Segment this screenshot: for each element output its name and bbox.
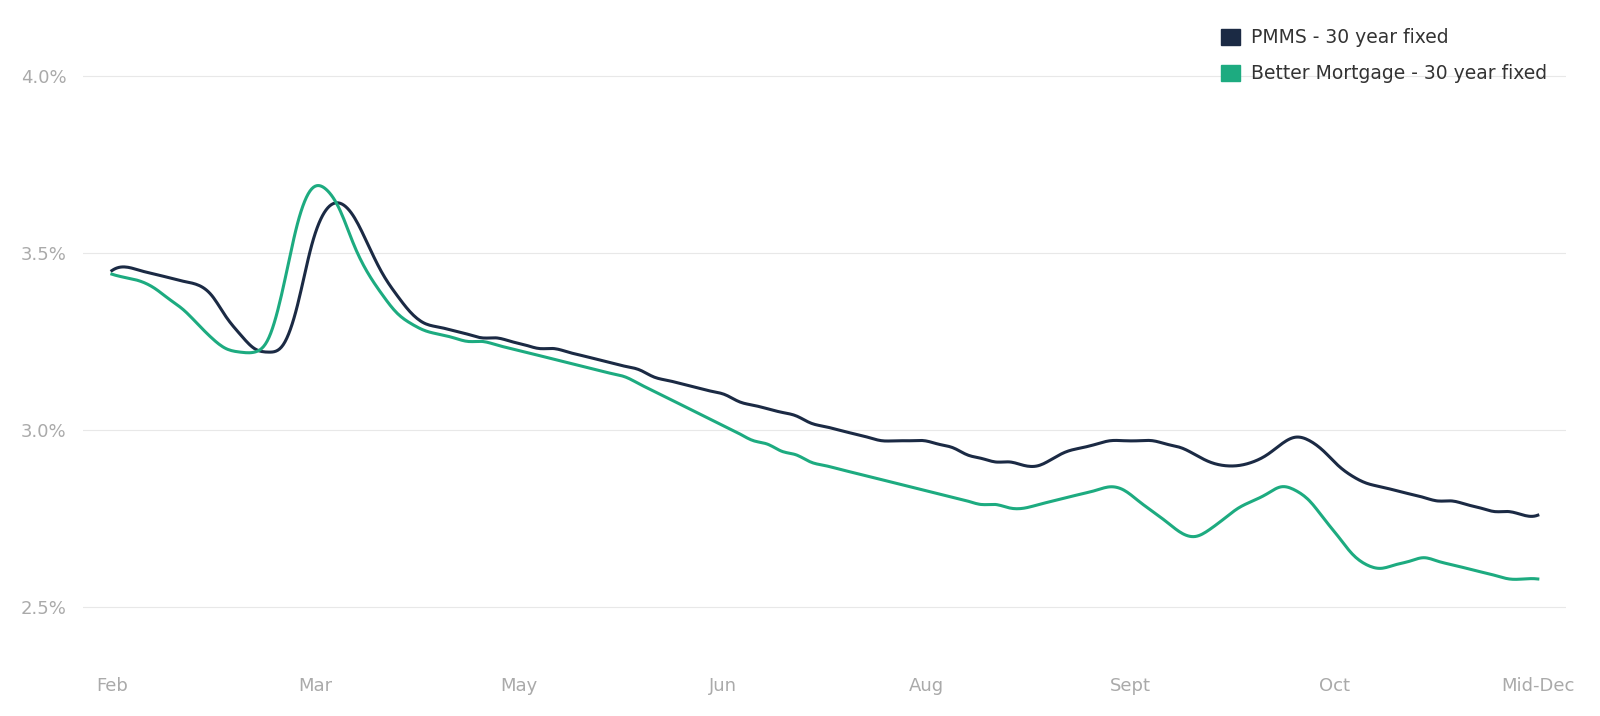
Legend: PMMS - 30 year fixed, Better Mortgage - 30 year fixed: PMMS - 30 year fixed, Better Mortgage - … xyxy=(1213,19,1557,93)
